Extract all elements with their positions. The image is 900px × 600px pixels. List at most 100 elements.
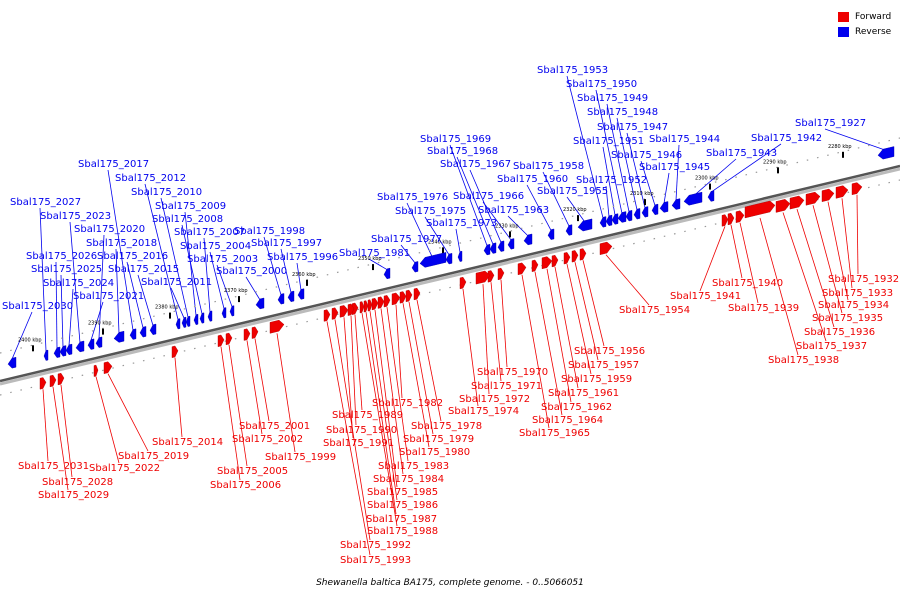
gene-label[interactable]: Sbal175_2031	[18, 461, 89, 472]
gene-label[interactable]: Sbal175_1986	[367, 500, 438, 511]
gene-feature[interactable]	[251, 323, 259, 339]
gene-feature[interactable]	[181, 314, 187, 328]
gene-feature[interactable]	[625, 207, 633, 222]
gene-label[interactable]: Sbal175_1952	[576, 175, 647, 186]
gene-feature[interactable]	[363, 297, 369, 313]
gene-feature[interactable]	[39, 374, 47, 390]
gene-feature[interactable]	[835, 182, 849, 199]
gene-label[interactable]: Sbal175_1983	[378, 461, 449, 472]
gene-label[interactable]: Sbal175_2023	[40, 211, 111, 222]
gene-label[interactable]: Sbal175_1950	[566, 79, 637, 90]
gene-feature[interactable]	[413, 285, 421, 301]
gene-feature[interactable]	[633, 205, 641, 220]
gene-label[interactable]: Sbal175_1965	[519, 428, 590, 439]
gene-feature[interactable]	[551, 252, 559, 268]
gene-label[interactable]: Sbal175_1942	[751, 133, 822, 144]
gene-feature[interactable]	[297, 285, 305, 300]
gene-feature[interactable]	[57, 370, 65, 386]
gene-label[interactable]: Sbal175_1962	[541, 402, 612, 413]
gene-feature[interactable]	[577, 216, 593, 232]
gene-feature[interactable]	[707, 187, 715, 202]
gene-feature[interactable]	[445, 250, 453, 265]
gene-label[interactable]: Sbal175_1980	[399, 447, 470, 458]
gene-feature[interactable]	[287, 288, 295, 302]
gene-feature[interactable]	[419, 249, 447, 268]
gene-label[interactable]: Sbal175_1973	[426, 218, 497, 229]
gene-label[interactable]: Sbal175_2025	[31, 264, 102, 275]
gene-label[interactable]: Sbal175_1932	[828, 274, 899, 285]
gene-label[interactable]: Sbal175_1984	[373, 474, 444, 485]
gene-feature[interactable]	[377, 293, 385, 309]
gene-label[interactable]: Sbal175_1944	[649, 134, 720, 145]
gene-feature[interactable]	[487, 267, 495, 283]
gene-feature[interactable]	[459, 274, 467, 290]
gene-feature[interactable]	[359, 298, 365, 314]
gene-feature[interactable]	[497, 264, 505, 281]
gene-label[interactable]: Sbal175_1951	[573, 136, 644, 147]
gene-feature[interactable]	[171, 342, 179, 358]
gene-feature[interactable]	[489, 239, 497, 254]
gene-label[interactable]: Sbal175_1939	[728, 303, 799, 314]
gene-feature[interactable]	[383, 265, 391, 280]
gene-feature[interactable]	[225, 329, 233, 346]
gene-feature[interactable]	[563, 249, 571, 265]
gene-feature[interactable]	[113, 328, 125, 343]
gene-label[interactable]: Sbal175_1938	[768, 355, 839, 366]
gene-feature[interactable]	[851, 179, 863, 196]
gene-label[interactable]: Sbal175_1954	[619, 305, 690, 316]
gene-label[interactable]: Sbal175_1971	[471, 381, 542, 392]
gene-feature[interactable]	[735, 207, 745, 223]
gene-feature[interactable]	[475, 267, 491, 285]
gene-label[interactable]: Sbal175_1933	[822, 288, 893, 299]
gene-label[interactable]: Sbal175_1974	[448, 406, 519, 417]
gene-feature[interactable]	[243, 325, 251, 341]
gene-feature[interactable]	[805, 188, 821, 206]
gene-label[interactable]: Sbal175_1987	[366, 514, 437, 525]
gene-label[interactable]: Sbal175_1937	[796, 341, 867, 352]
gene-label[interactable]: Sbal175_1935	[812, 313, 883, 324]
gene-feature[interactable]	[93, 361, 99, 377]
gene-label[interactable]: Sbal175_2002	[232, 434, 303, 445]
gene-feature[interactable]	[269, 317, 285, 334]
gene-label[interactable]: Sbal175_2029	[38, 490, 109, 501]
gene-feature[interactable]	[65, 341, 73, 356]
gene-feature[interactable]	[611, 210, 619, 225]
gene-label[interactable]: Sbal175_1934	[818, 300, 889, 311]
gene-label[interactable]: Sbal175_1963	[478, 205, 549, 216]
gene-feature[interactable]	[217, 331, 225, 347]
gene-feature[interactable]	[775, 196, 791, 213]
gene-label[interactable]: Sbal175_2011	[141, 277, 212, 288]
gene-feature[interactable]	[139, 323, 147, 338]
gene-label[interactable]: Sbal175_1955	[537, 186, 608, 197]
gene-feature[interactable]	[789, 192, 805, 210]
gene-feature[interactable]	[457, 248, 463, 262]
gene-label[interactable]: Sbal175_1949	[577, 93, 648, 104]
gene-label[interactable]: Sbal175_1953	[537, 65, 608, 76]
gene-feature[interactable]	[483, 241, 491, 256]
gene-feature[interactable]	[43, 347, 49, 361]
gene-label[interactable]: Sbal175_1972	[459, 394, 530, 405]
gene-label[interactable]: Sbal175_1970	[477, 367, 548, 378]
gene-label[interactable]: Sbal175_1990	[326, 425, 397, 436]
gene-label[interactable]: Sbal175_1982	[372, 398, 443, 409]
gene-label[interactable]: Sbal175_1999	[265, 452, 336, 463]
gene-label[interactable]: Sbal175_2017	[78, 159, 149, 170]
gene-label[interactable]: Sbal175_1948	[587, 107, 658, 118]
gene-feature[interactable]	[541, 253, 553, 270]
gene-feature[interactable]	[207, 308, 213, 322]
gene-feature[interactable]	[605, 212, 613, 227]
gene-label[interactable]: Sbal175_2001	[239, 421, 310, 432]
gene-label[interactable]: Sbal175_1993	[340, 555, 411, 566]
gene-label[interactable]: Sbal175_1946	[611, 150, 682, 161]
gene-feature[interactable]	[371, 295, 379, 311]
gene-feature[interactable]	[185, 313, 191, 327]
gene-feature[interactable]	[193, 311, 199, 325]
gene-feature[interactable]	[517, 259, 527, 276]
gene-label[interactable]: Sbal175_1996	[267, 252, 338, 263]
gene-feature[interactable]	[103, 358, 113, 374]
gene-feature[interactable]	[411, 258, 419, 273]
gene-feature[interactable]	[821, 185, 835, 202]
gene-feature[interactable]	[497, 238, 505, 252]
gene-label[interactable]: Sbal175_1979	[403, 434, 474, 445]
gene-label[interactable]: Sbal175_2004	[180, 241, 251, 252]
